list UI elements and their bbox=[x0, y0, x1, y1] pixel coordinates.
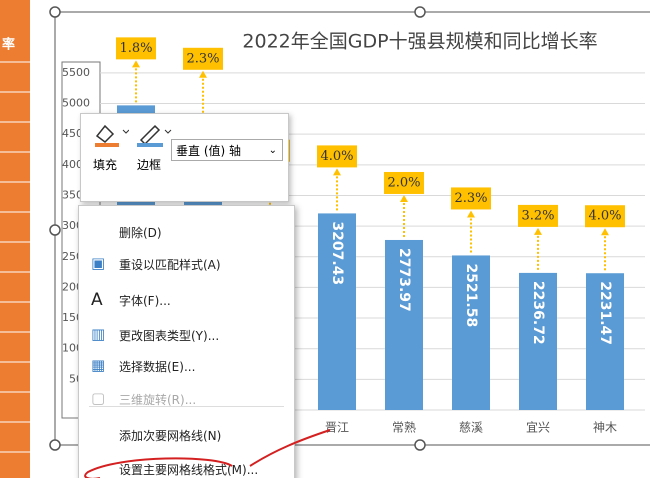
growth-label: 2.3% bbox=[186, 51, 219, 66]
growth-box bbox=[585, 205, 625, 228]
growth-arrowhead bbox=[199, 70, 207, 78]
dropdown-arrow: ⌄ bbox=[268, 145, 277, 156]
x-tick-label: 常熟 bbox=[392, 420, 416, 435]
chart-title: 2022年全国GDP十强县规模和同比增长率 bbox=[242, 31, 597, 53]
growth-arrowhead bbox=[132, 60, 140, 68]
sidebar bbox=[0, 0, 30, 478]
y-tick-label: 5000 bbox=[62, 97, 90, 110]
growth-arrowhead bbox=[400, 194, 408, 202]
menu-icon: ▦ bbox=[91, 356, 106, 374]
menu-item[interactable]: 选择数据(E)... bbox=[119, 360, 196, 374]
fill-icon[interactable] bbox=[89, 118, 129, 148]
growth-label: 3.2% bbox=[521, 208, 554, 223]
value-label: 2231.47 bbox=[597, 281, 613, 345]
menu-item[interactable]: 字体(F)... bbox=[119, 294, 171, 308]
menu-icon: A bbox=[91, 290, 103, 310]
x-tick-label: 晋江 bbox=[325, 421, 349, 435]
growth-label: 2.3% bbox=[454, 191, 487, 206]
menu-item[interactable]: 添加次要网格线(N) bbox=[119, 429, 222, 443]
y-tick-label: 5500 bbox=[62, 66, 90, 79]
sidebar-label: 率 bbox=[2, 37, 15, 53]
menu-icon: ▣ bbox=[91, 254, 106, 272]
growth-label: 1.8% bbox=[119, 41, 152, 56]
bar bbox=[318, 213, 356, 410]
growth-arrowhead bbox=[534, 227, 542, 235]
growth-arrowhead bbox=[467, 210, 475, 218]
element-dropdown[interactable]: 垂直 (值) 轴 ⌄ bbox=[171, 139, 283, 161]
value-label: 3207.43 bbox=[329, 221, 345, 285]
growth-arrowhead bbox=[333, 168, 341, 176]
context-menu: 删除(D) 重设以匹配样式(A) ▣ 字体(F)... A 更改图表类型(Y)... ▥ 选择… bbox=[78, 205, 295, 478]
growth-label: 4.0% bbox=[320, 149, 353, 164]
menu-separator bbox=[89, 406, 284, 407]
growth-box bbox=[518, 204, 558, 227]
menu-item[interactable]: 三维旋转(R)... bbox=[119, 393, 197, 407]
border-icon[interactable] bbox=[133, 118, 173, 148]
menu-item[interactable]: 设置主要网格线格式(M)... bbox=[119, 463, 259, 477]
growth-box bbox=[116, 37, 156, 60]
fill-label[interactable]: 填充 bbox=[93, 158, 118, 172]
x-tick-label: 宜兴 bbox=[526, 420, 550, 435]
selection-handles bbox=[49, 6, 426, 451]
bar bbox=[385, 239, 423, 410]
value-label: 2773.97 bbox=[396, 248, 412, 312]
growth-box bbox=[317, 145, 357, 168]
menu-icon: ▥ bbox=[91, 325, 106, 343]
menu-item[interactable]: 删除(D) bbox=[119, 226, 162, 240]
format-toolbar: 填充 边框 垂直 (值) 轴 ⌄ bbox=[80, 113, 289, 202]
x-tick-label: 神木 bbox=[593, 421, 617, 435]
border-label[interactable]: 边框 bbox=[137, 158, 162, 172]
x-tick-label: 慈溪 bbox=[459, 420, 483, 435]
value-label: 2236.72 bbox=[530, 281, 546, 345]
bar bbox=[519, 272, 557, 410]
growth-label: 2.0% bbox=[387, 175, 420, 190]
sidebar-lines bbox=[0, 61, 30, 453]
bar bbox=[586, 273, 624, 410]
value-label: 2521.58 bbox=[463, 263, 479, 327]
growth-arrowhead bbox=[601, 228, 609, 236]
menu-item[interactable]: 更改图表类型(Y)... bbox=[119, 329, 220, 343]
menu-icon: ▢ bbox=[91, 389, 106, 407]
growth-box bbox=[451, 187, 491, 210]
growth-label: 4.0% bbox=[588, 209, 621, 224]
dropdown-label: 垂直 (值) 轴 bbox=[176, 144, 241, 158]
bar bbox=[452, 255, 490, 410]
menu-item[interactable]: 重设以匹配样式(A) bbox=[119, 258, 221, 272]
growth-box bbox=[183, 47, 223, 70]
growth-box bbox=[384, 171, 424, 194]
